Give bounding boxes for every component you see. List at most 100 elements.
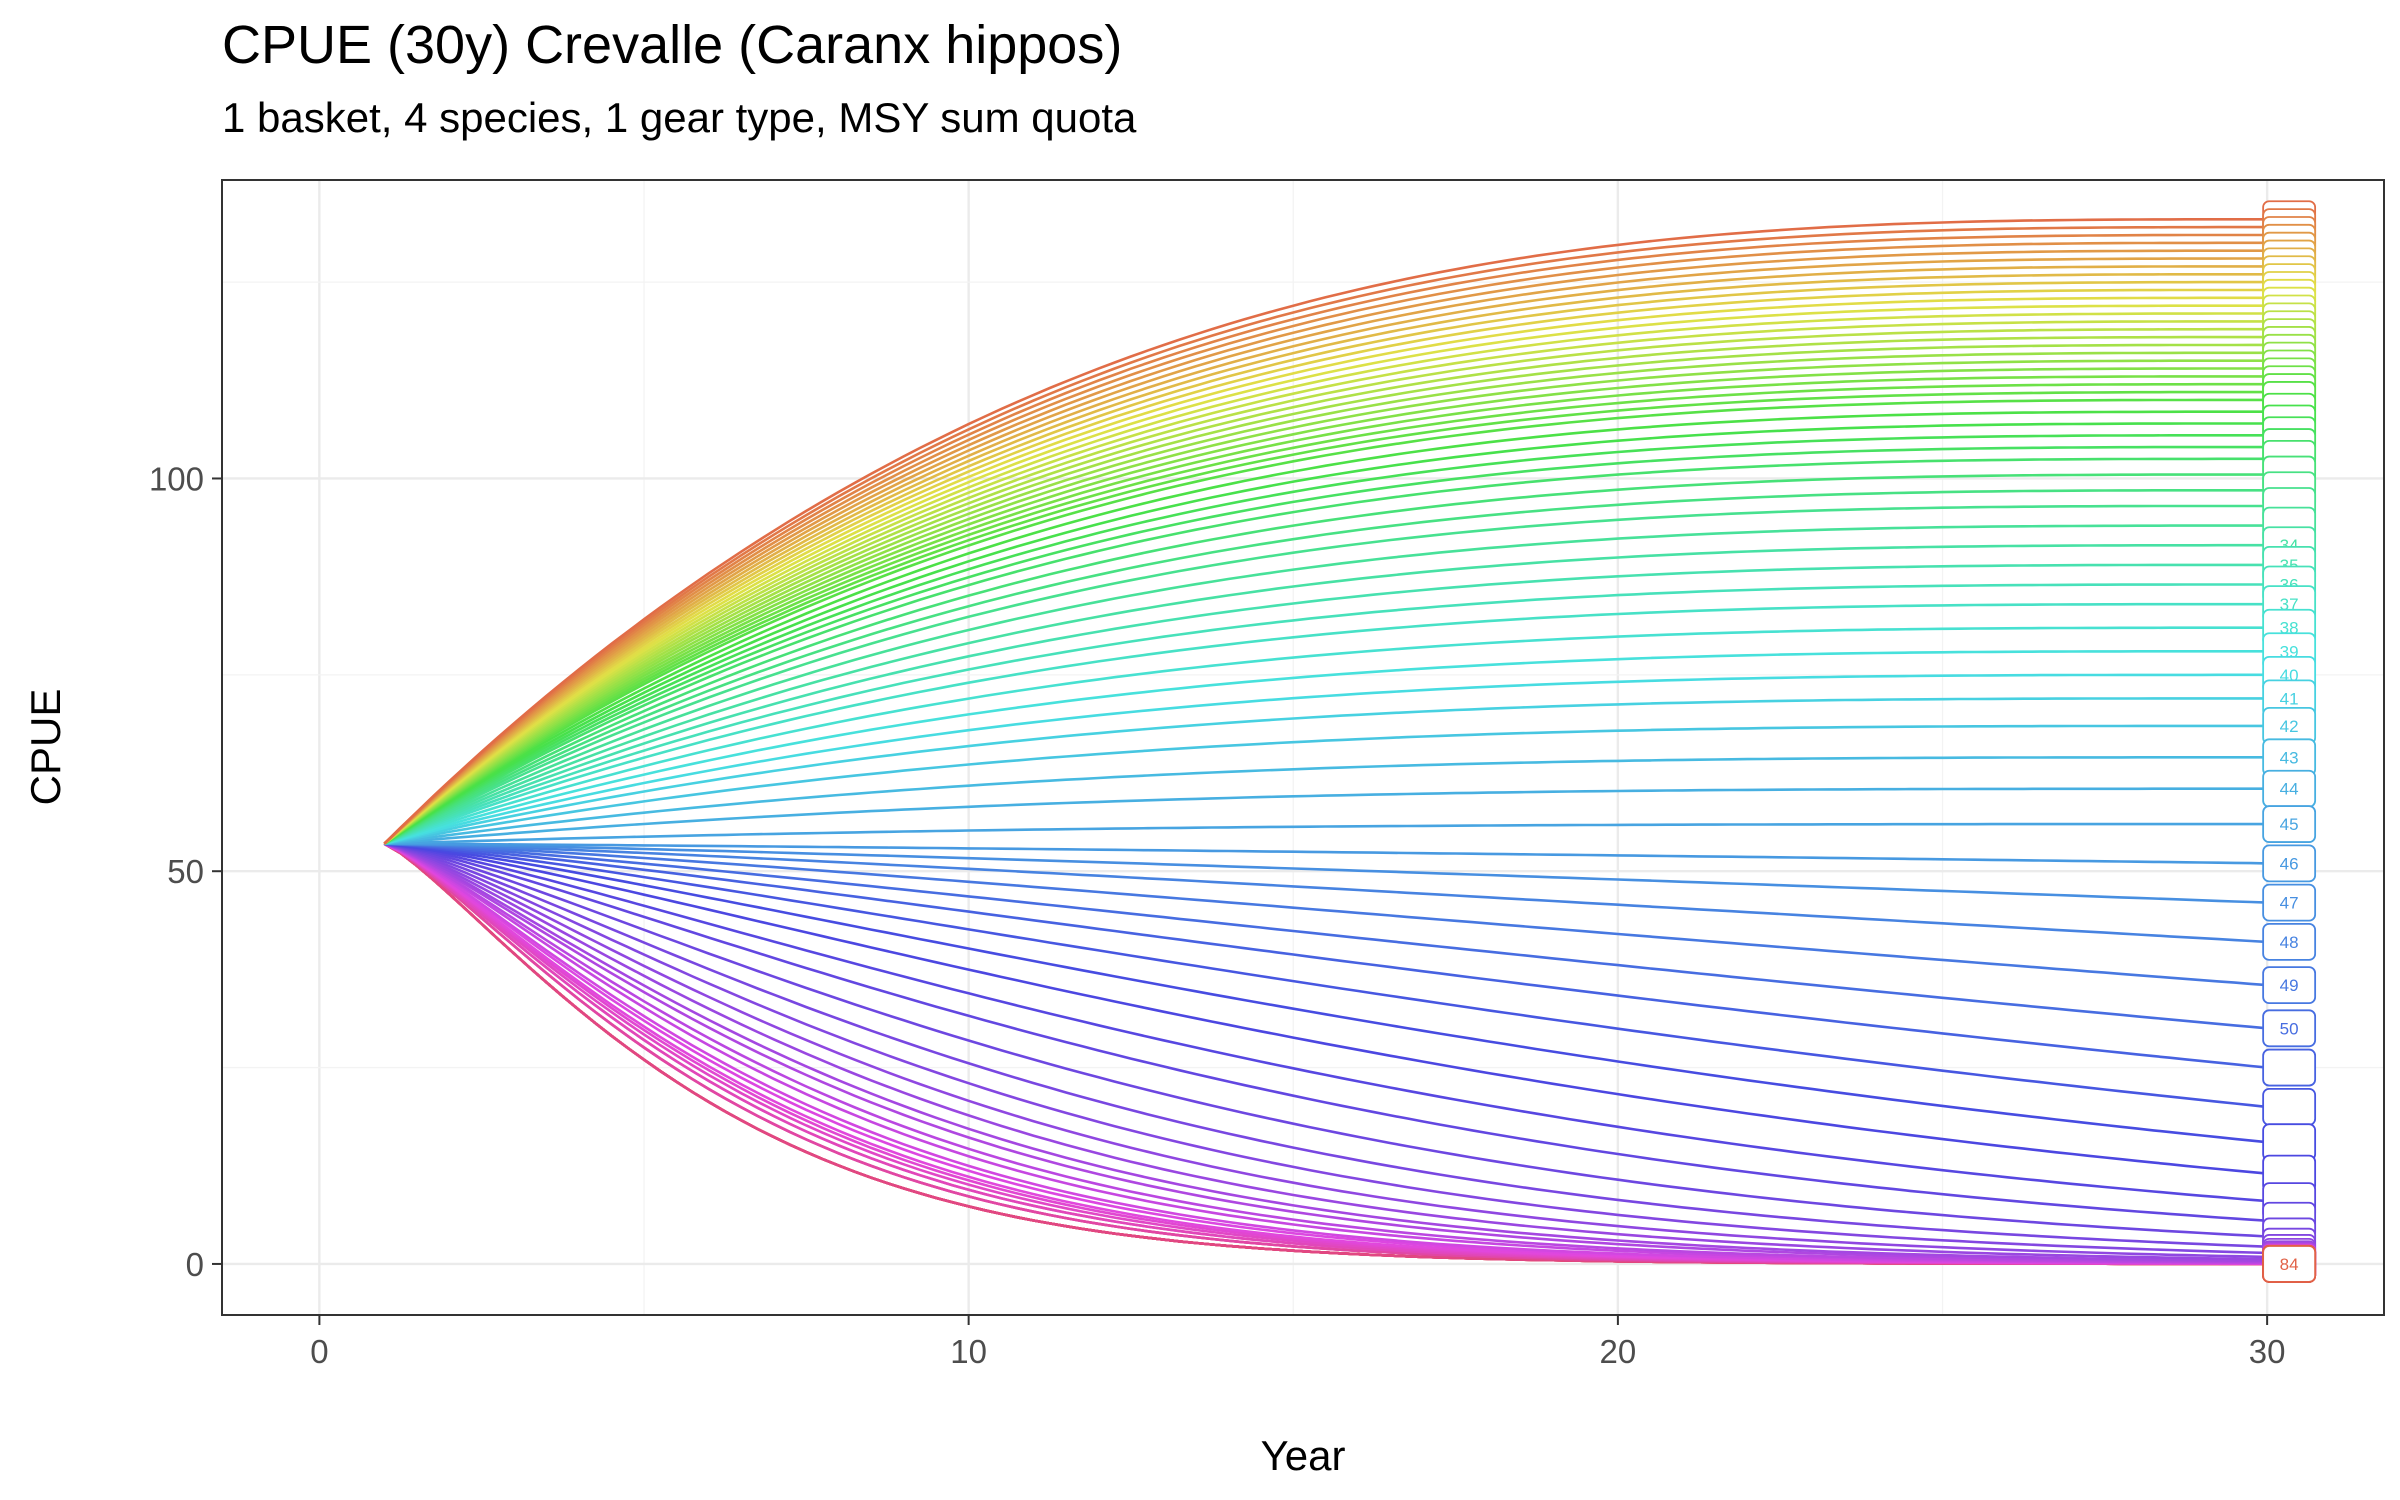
x-tick-label: 10 (950, 1333, 987, 1370)
series-line (383, 382, 2268, 845)
end-label-box (2262, 1009, 2317, 1048)
series-line (383, 343, 2268, 845)
end-label-box (2262, 1048, 2317, 1087)
end-label-text: 45 (2280, 815, 2299, 834)
series-line (383, 457, 2268, 845)
series-line (383, 359, 2268, 845)
series-line (384, 842, 2268, 1144)
series-line (383, 296, 2268, 845)
series-line (383, 488, 2268, 845)
series-line (383, 375, 2268, 845)
series-line (383, 649, 2268, 845)
series-line (384, 842, 2268, 1222)
series-line (384, 842, 2268, 865)
end-label-box (2262, 1245, 2317, 1283)
series-line (383, 504, 2268, 845)
series-line (384, 822, 2268, 845)
series-line (383, 842, 2268, 1264)
x-tick-label: 20 (1600, 1333, 1637, 1370)
series-line (383, 602, 2268, 845)
end-label-text: 84 (2280, 1255, 2299, 1274)
end-label-box (2262, 883, 2317, 922)
end-label-text: 47 (2280, 894, 2299, 913)
end-label-text: 43 (2280, 748, 2299, 767)
series-line (383, 583, 2268, 845)
end-label-text: 42 (2280, 717, 2299, 736)
end-label-box (2262, 923, 2317, 961)
x-tick-label: 30 (2249, 1333, 2286, 1370)
end-label-text: 48 (2280, 933, 2299, 952)
series-line (383, 445, 2268, 845)
series-line (383, 842, 2268, 1259)
series-line (383, 842, 2268, 1263)
series-line (384, 842, 2268, 904)
series-line (384, 697, 2268, 845)
series-line (383, 673, 2268, 845)
series-line (383, 842, 2268, 1261)
series-line (383, 842, 2268, 1263)
series-line (384, 842, 2268, 987)
plot-panel-border (221, 179, 2385, 1316)
series-line (383, 473, 2268, 845)
y-tick-label: 0 (186, 1246, 204, 1283)
series-line (383, 390, 2268, 845)
end-label-box (2262, 1087, 2317, 1126)
series-line (383, 249, 2268, 845)
series-line (383, 320, 2268, 845)
series-line (384, 787, 2268, 845)
series-line (383, 626, 2268, 845)
series-line (383, 257, 2268, 845)
y-tick-label: 100 (149, 460, 204, 497)
end-label-box (2262, 805, 2317, 843)
series-line (383, 433, 2268, 845)
end-label-text: 44 (2280, 780, 2299, 799)
series-line (383, 312, 2268, 845)
series-line (384, 842, 2268, 1248)
series-line (383, 351, 2268, 845)
series-line (384, 842, 2268, 1238)
series-line (383, 842, 2268, 1255)
series-line (383, 327, 2268, 845)
series-line (383, 335, 2268, 845)
y-axis-title: CPUE (22, 689, 69, 806)
series-line (384, 842, 2268, 1203)
chart-title: CPUE (30y) Crevalle (Caranx hippos) (222, 15, 1123, 75)
series-line (384, 724, 2268, 845)
y-tick-label: 50 (167, 853, 204, 890)
series-line (383, 304, 2268, 845)
series-line (383, 288, 2268, 845)
series-line (384, 755, 2268, 845)
end-label-text: 46 (2280, 854, 2299, 873)
end-label-text: 50 (2280, 1019, 2299, 1038)
series-lines (383, 218, 2268, 1266)
series-line (383, 398, 2268, 845)
series-line (383, 265, 2268, 845)
end-label-box (2262, 966, 2317, 1005)
series-line (384, 842, 2268, 944)
series-line (383, 563, 2268, 845)
series-line (383, 524, 2268, 845)
series-line (383, 367, 2268, 845)
series-line (384, 842, 2268, 1069)
series-line (383, 422, 2268, 845)
series-line (383, 280, 2268, 845)
axis-ticks: 0 10 20 30 0 50 100 (149, 460, 2286, 1370)
end-label-text: 41 (2280, 689, 2299, 708)
series-line (383, 233, 2268, 845)
chart-subtitle: 1 basket, 4 species, 1 gear type, MSY su… (222, 94, 1137, 141)
series-line (383, 272, 2268, 845)
x-axis-title: Year (1261, 1432, 1346, 1479)
series-line (384, 842, 2268, 1109)
end-label-text: 49 (2280, 976, 2299, 995)
series-line (384, 842, 2268, 1030)
series-line (383, 543, 2268, 845)
series-line (383, 410, 2268, 845)
series-line (383, 225, 2268, 845)
series-line (383, 218, 2268, 845)
x-tick-label: 0 (310, 1333, 328, 1370)
end-label-box (2262, 844, 2317, 883)
series-line (383, 241, 2268, 845)
series-line (384, 842, 2268, 1175)
